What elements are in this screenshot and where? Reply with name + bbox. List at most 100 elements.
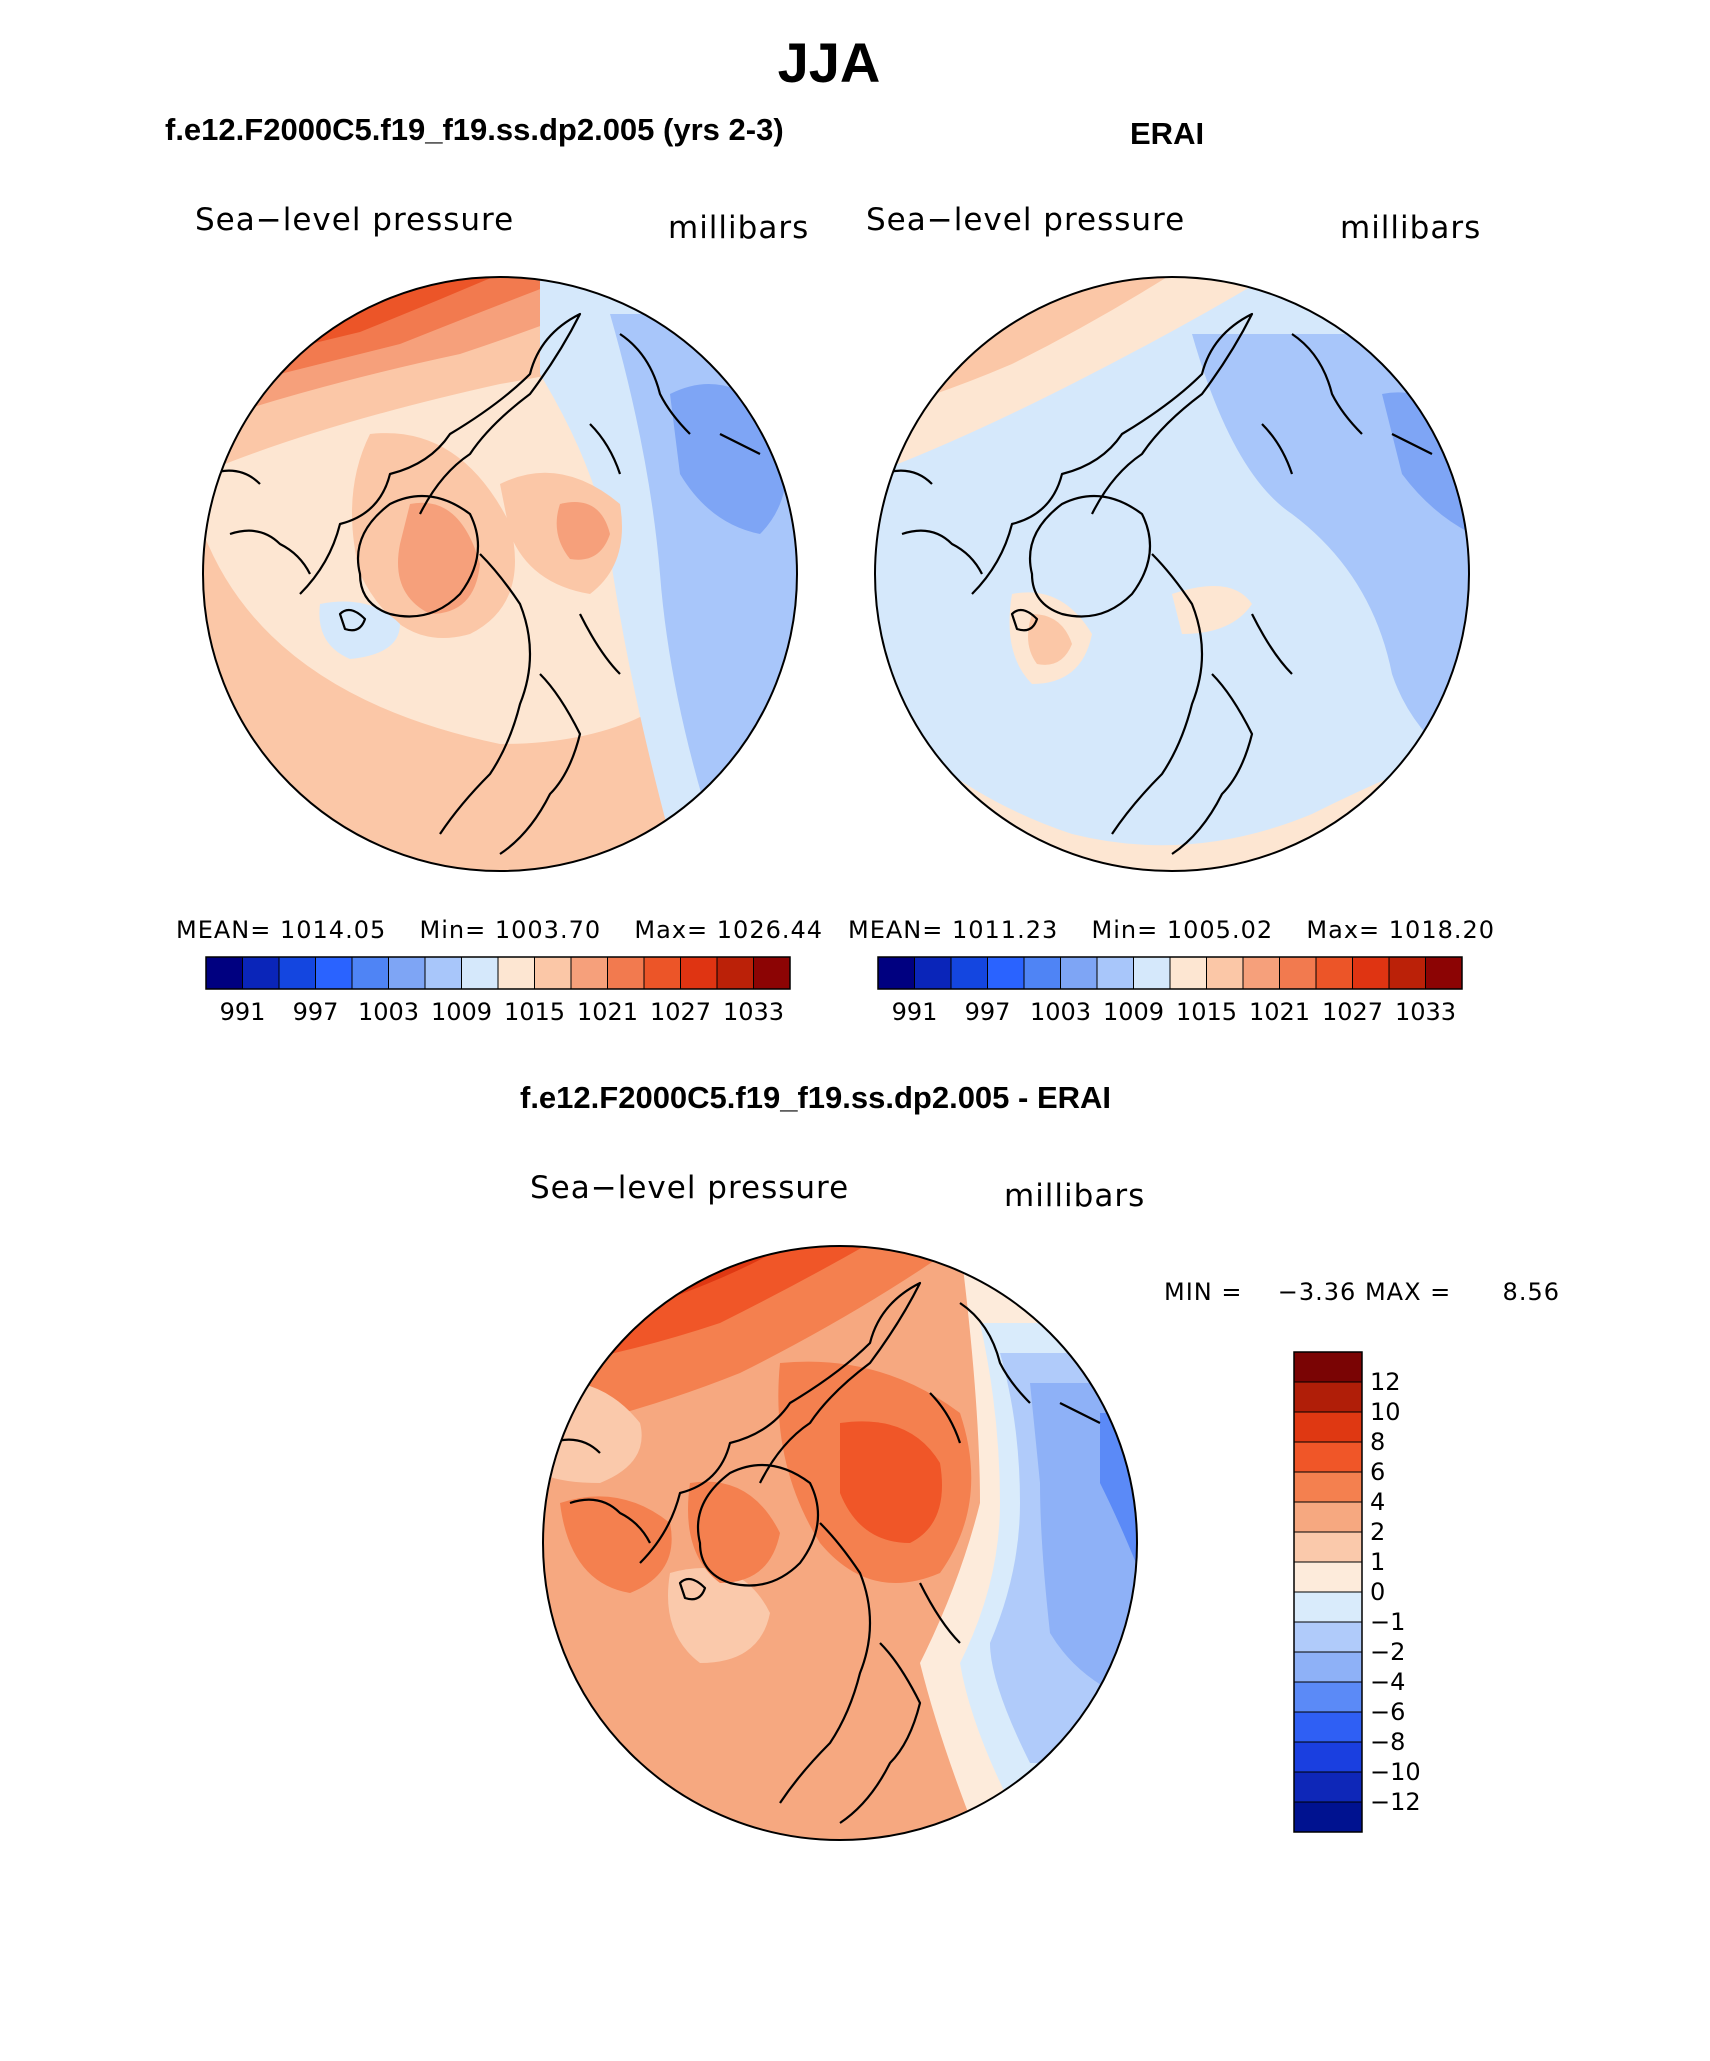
diff-colorbar-swatch bbox=[1293, 1501, 1363, 1533]
colorbar-swatch bbox=[1242, 956, 1280, 990]
colorbar-swatch bbox=[877, 956, 915, 990]
colorbar-swatch bbox=[424, 956, 462, 990]
diff-colorbar-swatch bbox=[1293, 1771, 1363, 1803]
diff-colorbar-tick-label: −6 bbox=[1370, 1698, 1406, 1726]
model-variable-label: Sea−level pressure bbox=[195, 202, 515, 238]
figure-title: JJA bbox=[777, 31, 881, 94]
colorbar-swatch bbox=[753, 956, 791, 990]
model-stats: MEAN= 1014.05 Min= 1003.70 Max= 1026.44 bbox=[176, 916, 823, 944]
obs-mean-value: 1011.23 bbox=[952, 916, 1059, 944]
colorbar-swatch bbox=[680, 956, 718, 990]
model-colorbar-tick-label: 1009 bbox=[430, 998, 493, 1026]
model-colorbar-tick-label: 991 bbox=[219, 998, 266, 1026]
model-mean-label: MEAN= bbox=[176, 916, 272, 944]
diff-colorbar-tick-label: −4 bbox=[1370, 1668, 1406, 1696]
obs-variable-label: Sea−level pressure bbox=[866, 202, 1186, 238]
diff-colorbar-swatch bbox=[1293, 1531, 1363, 1563]
model-min-value: 1003.70 bbox=[494, 916, 602, 944]
colorbar-swatch bbox=[950, 956, 988, 990]
diff-units-label: millibars bbox=[1004, 1178, 1146, 1214]
obs-map-coastlines bbox=[881, 312, 1433, 855]
colorbar-swatch bbox=[1169, 956, 1207, 990]
model-panel-title: f.e12.F2000C5.f19_f19.ss.dp2.005 (yrs 2-… bbox=[165, 112, 784, 147]
diff-min-value: −3.36 bbox=[1277, 1278, 1357, 1306]
diff-colorbar-tick-label: 4 bbox=[1370, 1488, 1386, 1516]
diff-colorbar-swatch bbox=[1293, 1381, 1363, 1413]
obs-min-label: Min= bbox=[1091, 916, 1159, 944]
diff-colorbar-tick-label: 12 bbox=[1370, 1368, 1401, 1396]
model-map-orange-blob bbox=[398, 502, 480, 614]
colorbar-swatch bbox=[1279, 956, 1317, 990]
model-colorbar-tick-label: 1021 bbox=[576, 998, 639, 1026]
diff-colorbar-tick-label: 0 bbox=[1370, 1578, 1386, 1606]
diff-map-coastlines bbox=[549, 1281, 1101, 1824]
obs-colorbar-tick-label: 1015 bbox=[1175, 998, 1238, 1026]
colorbar-swatch bbox=[1096, 956, 1134, 990]
colorbar-swatch bbox=[205, 956, 243, 990]
model-colorbar-ticks: 991 997 1003 1009 1015 1021 1027 1033 bbox=[206, 998, 790, 1028]
colorbar-swatch bbox=[987, 956, 1025, 990]
model-map-ring bbox=[203, 524, 797, 871]
model-colorbar-tick-label: 1033 bbox=[722, 998, 785, 1026]
model-colorbar-tick-label: 1027 bbox=[649, 998, 712, 1026]
model-min-label: Min= bbox=[419, 916, 487, 944]
diff-colorbar-swatch bbox=[1293, 1741, 1363, 1773]
colorbar-swatch bbox=[1023, 956, 1061, 990]
colorbar-swatch bbox=[914, 956, 952, 990]
obs-panel-title: ERAI bbox=[1130, 116, 1205, 151]
diff-colorbar-tick-label: 8 bbox=[1370, 1428, 1386, 1456]
colorbar-frame bbox=[205, 956, 791, 990]
diff-map-orange-west bbox=[560, 1496, 672, 1593]
obs-map bbox=[874, 276, 1470, 872]
diff-panel-title: f.e12.F2000C5.f19_f19.ss.dp2.005 - ERAI bbox=[520, 1080, 1112, 1115]
obs-map-cream-blob2 bbox=[1172, 586, 1252, 634]
obs-colorbar-tick-label: 997 bbox=[964, 998, 1011, 1026]
diff-map-red-center bbox=[840, 1421, 942, 1543]
model-colorbar-tick-label: 997 bbox=[292, 998, 339, 1026]
model-map-coastlines bbox=[209, 312, 761, 855]
diff-min-label: MIN = bbox=[1164, 1278, 1243, 1306]
diff-colorbar-swatch bbox=[1293, 1801, 1363, 1833]
colorbar-swatch bbox=[1425, 956, 1463, 990]
diff-colorbar-swatch bbox=[1293, 1441, 1363, 1473]
diff-colorbar-swatch bbox=[1293, 1591, 1363, 1623]
model-max-label: Max= bbox=[634, 916, 709, 944]
obs-mean-label: MEAN= bbox=[848, 916, 944, 944]
diff-colorbar-tick-label: 6 bbox=[1370, 1458, 1386, 1486]
model-map bbox=[202, 276, 798, 872]
obs-colorbar-tick-label: 1027 bbox=[1321, 998, 1384, 1026]
model-mean-value: 1014.05 bbox=[280, 916, 387, 944]
diff-max-label: MAX = bbox=[1364, 1278, 1452, 1306]
diff-colorbar-ticks: 12 10 8 6 4 2 1 0 −1 −2 −4 −6 −8 −10 −12 bbox=[1370, 1352, 1450, 1832]
diff-colorbar-swatch bbox=[1293, 1621, 1363, 1653]
diff-colorbar-tick-label: −12 bbox=[1370, 1788, 1421, 1816]
obs-colorbar bbox=[877, 956, 1463, 990]
colorbar-swatch bbox=[315, 956, 353, 990]
diff-map-orange-green bbox=[688, 1481, 780, 1583]
diff-variable-label: Sea−level pressure bbox=[530, 1170, 850, 1206]
diff-map bbox=[542, 1245, 1138, 1841]
model-units-label: millibars bbox=[668, 210, 810, 246]
diff-colorbar-swatch bbox=[1293, 1471, 1363, 1503]
colorbar-swatch bbox=[1315, 956, 1353, 990]
diff-colorbar-tick-label: −8 bbox=[1370, 1728, 1406, 1756]
obs-colorbar-tick-label: 991 bbox=[891, 998, 938, 1026]
model-colorbar bbox=[205, 956, 791, 990]
colorbar-swatch bbox=[1388, 956, 1426, 990]
diff-colorbar-swatch bbox=[1293, 1411, 1363, 1443]
obs-max-value: 1018.20 bbox=[1388, 916, 1496, 944]
diff-colorbar-tick-label: 2 bbox=[1370, 1518, 1386, 1546]
diff-stats: MIN = −3.36 MAX = 8.56 bbox=[1164, 1278, 1560, 1306]
colorbar-swatch bbox=[497, 956, 535, 990]
colorbar-swatch bbox=[534, 956, 572, 990]
model-max-value: 1026.44 bbox=[716, 916, 824, 944]
diff-map-light-blob bbox=[668, 1568, 770, 1663]
model-colorbar-tick-label: 1015 bbox=[503, 998, 566, 1026]
colorbar-swatch bbox=[1133, 956, 1171, 990]
obs-colorbar-tick-label: 1009 bbox=[1102, 998, 1165, 1026]
colorbar-swatch bbox=[278, 956, 316, 990]
colorbar-swatch bbox=[607, 956, 645, 990]
diff-colorbar-tick-label: 1 bbox=[1370, 1548, 1386, 1576]
colorbar-frame bbox=[877, 956, 1463, 990]
diff-max-value: 8.56 bbox=[1502, 1278, 1560, 1306]
